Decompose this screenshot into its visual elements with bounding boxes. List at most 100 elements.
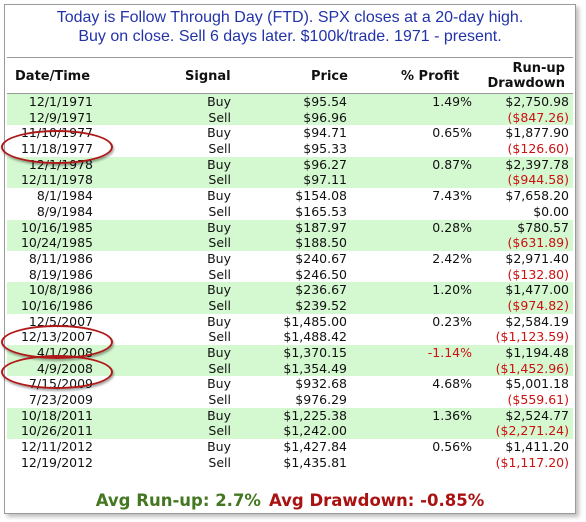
table-row: 7/23/2009 Sell $976.29 ($559.61)	[7, 392, 573, 408]
header-divider	[7, 57, 573, 58]
runup-drawdown-cell: $0.00	[533, 203, 569, 219]
highlight-circle-2007	[1, 325, 113, 359]
table-row: 4/9/2008 Sell $1,354.49 ($1,452.96)	[7, 360, 573, 377]
price-cell: $187.97	[295, 219, 347, 235]
date-cell: 10/16/1986	[20, 297, 93, 313]
price-cell: $95.33	[303, 141, 347, 157]
highlight-circle-2008	[1, 355, 113, 389]
runup-drawdown-cell: ($847.26)	[507, 109, 569, 125]
date-cell: 10/8/1986	[28, 282, 93, 298]
runup-drawdown-cell: $780.57	[517, 219, 569, 235]
runup-drawdown-cell: ($974.82)	[507, 297, 569, 313]
runup-drawdown-cell: $1,477.00	[505, 282, 569, 298]
signal-cell: Sell	[208, 454, 231, 470]
price-cell: $95.54	[303, 94, 347, 109]
signal-cell: Sell	[208, 235, 231, 251]
date-cell: 10/24/1985	[20, 235, 93, 251]
table-row: 8/19/1986 Sell $246.50 ($132.80)	[7, 267, 573, 283]
summary-line: Avg Run-up: 2.7% Avg Drawdown: -0.85%	[5, 491, 575, 510]
price-cell: $1,242.00	[283, 423, 347, 439]
table-row: 10/8/1986 Buy $236.67 1.20% $1,477.00	[7, 282, 573, 298]
runup-drawdown-cell: ($2,271.24)	[495, 423, 569, 439]
column-header-divider	[7, 93, 573, 94]
table-row: 12/19/2012 Sell $1,435.81 ($1,117.20)	[7, 455, 573, 471]
table-row: 8/1/1984 Buy $154.08 7.43% $7,658.20	[7, 188, 573, 204]
price-cell: $240.67	[295, 250, 347, 266]
table-row: 12/1/1971 Buy $95.54 1.49% $2,750.98	[7, 94, 573, 110]
date-cell: 8/11/1986	[28, 250, 93, 266]
signal-cell: Buy	[207, 439, 231, 455]
price-cell: $96.27	[303, 156, 347, 172]
date-cell: 12/19/2012	[20, 454, 93, 470]
column-header-price: Price	[311, 69, 348, 84]
price-cell: $165.53	[295, 203, 347, 219]
runup-drawdown-cell: ($126.60)	[507, 141, 569, 157]
signal-cell: Sell	[208, 266, 231, 282]
signal-cell: Buy	[207, 125, 231, 141]
table-row: 12/9/1971 Sell $96.96 ($847.26)	[7, 109, 573, 126]
signal-cell: Buy	[207, 94, 231, 109]
signal-cell: Sell	[208, 360, 231, 376]
runup-drawdown-cell: ($1,123.59)	[495, 329, 569, 345]
profit-cell: 1.36%	[432, 407, 472, 423]
date-cell: 8/19/1986	[28, 266, 93, 282]
runup-drawdown-cell: $1,877.90	[505, 125, 569, 141]
table-row: 12/11/1978 Sell $97.11 ($944.58)	[7, 172, 573, 189]
table-row: 8/9/1984 Sell $165.53 $0.00	[7, 204, 573, 220]
price-cell: $1,370.15	[283, 345, 347, 360]
profit-cell: 0.28%	[432, 219, 472, 235]
signal-cell: Buy	[207, 282, 231, 298]
price-cell: $236.67	[295, 282, 347, 298]
runup-drawdown-cell: ($944.58)	[507, 172, 569, 188]
profit-cell: 4.68%	[432, 376, 472, 392]
table-row: 12/1/1978 Buy $96.27 0.87% $2,397.78	[7, 156, 573, 173]
runup-drawdown-cell: ($132.80)	[507, 266, 569, 282]
signal-cell: Sell	[208, 203, 231, 219]
runup-drawdown-cell: ($631.89)	[507, 235, 569, 251]
runup-drawdown-cell: $7,658.20	[505, 188, 569, 204]
runup-drawdown-cell: ($1,117.20)	[495, 454, 569, 470]
signal-cell: Buy	[207, 407, 231, 423]
profit-cell: 1.49%	[432, 94, 472, 109]
signal-cell: Buy	[207, 250, 231, 266]
price-cell: $154.08	[295, 188, 347, 204]
results-panel: Today is Follow Through Day (FTD). SPX c…	[1, 4, 576, 514]
price-cell: $1,488.42	[283, 329, 347, 345]
table-row: 10/24/1985 Sell $188.50 ($631.89)	[7, 235, 573, 251]
price-cell: $97.11	[303, 172, 347, 188]
price-cell: $1,354.49	[283, 360, 347, 376]
profit-cell: 0.23%	[432, 313, 472, 329]
price-cell: $246.50	[295, 266, 347, 282]
table-row: 4/1/2008 Buy $1,370.15 -1.14% $1,194.48	[7, 345, 573, 361]
runup-drawdown-cell: $2,971.40	[505, 250, 569, 266]
profit-cell: -1.14%	[427, 345, 472, 360]
date-cell: 12/11/2012	[20, 439, 93, 455]
runup-drawdown-cell: $2,750.98	[505, 94, 569, 109]
signal-cell: Sell	[208, 423, 231, 439]
signal-cell: Buy	[207, 345, 231, 360]
header-line-2: Buy on close. Sell 6 days later. $100k/t…	[78, 28, 502, 45]
runup-drawdown-cell: $1,411.20	[505, 439, 569, 455]
price-cell: $94.71	[303, 125, 347, 141]
date-cell: 8/1/1984	[36, 188, 93, 204]
date-cell: 10/26/2011	[20, 423, 93, 439]
header-line-1: Today is Follow Through Day (FTD). SPX c…	[56, 9, 524, 26]
profit-cell: 2.42%	[432, 250, 472, 266]
signal-cell: Buy	[207, 313, 231, 329]
date-cell: 12/11/1978	[20, 172, 93, 188]
price-cell: $1,225.38	[283, 407, 347, 423]
profit-cell: 7.43%	[432, 188, 472, 204]
price-cell: $1,485.00	[283, 313, 347, 329]
price-cell: $1,435.81	[283, 454, 347, 470]
column-header-runup: Run-up	[512, 61, 565, 76]
column-header-profit: % Profit	[401, 69, 460, 84]
table-row: 12/11/2012 Buy $1,427.84 0.56% $1,411.20	[7, 439, 573, 455]
date-cell: 7/23/2009	[28, 392, 93, 408]
signal-cell: Sell	[208, 392, 231, 408]
signal-cell: Sell	[208, 297, 231, 313]
date-cell: 10/18/2011	[20, 407, 93, 423]
signal-cell: Buy	[207, 188, 231, 204]
table-row: 10/26/2011 Sell $1,242.00 ($2,271.24)	[7, 423, 573, 440]
column-header-runup-drawdown: Run-up Drawdown	[488, 61, 566, 91]
table-row: 10/18/2011 Buy $1,225.38 1.36% $2,524.77	[7, 407, 573, 424]
